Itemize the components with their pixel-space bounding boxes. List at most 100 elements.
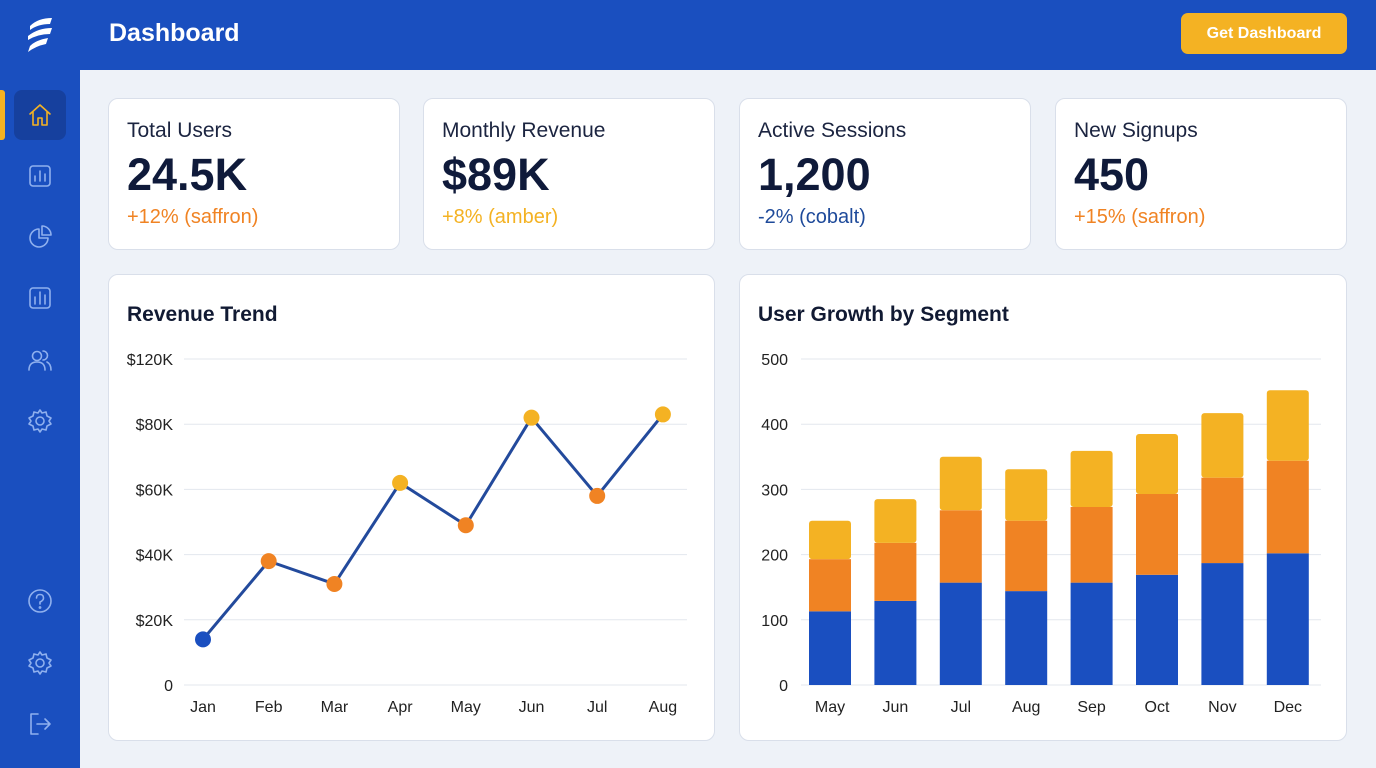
y-tick-label: 500 — [761, 352, 788, 369]
bar-segment — [1005, 520, 1048, 592]
data-point — [195, 631, 211, 648]
bar-segment — [1005, 469, 1048, 521]
sidebar-item-home[interactable] — [14, 90, 66, 140]
logout-icon — [30, 713, 51, 735]
revenue-line-chart: 0 $20K $40K $60K $80K $120K Jan Feb Mar Apr May Jun… — [127, 352, 687, 716]
bar-segment — [1136, 574, 1178, 685]
report-icon — [29, 287, 51, 309]
bar-segment — [1266, 553, 1309, 685]
bar-segment — [874, 600, 917, 685]
x-tick-label: Oct — [1145, 699, 1170, 716]
data-point — [326, 575, 343, 592]
y-tick-label: 0 — [164, 678, 173, 695]
kpi-value: 24.5K — [127, 149, 248, 200]
users-icon — [28, 350, 52, 371]
data-point — [392, 474, 409, 491]
kpi-label: New Signups — [1074, 119, 1198, 142]
kpi-change: -2% (cobalt) — [758, 206, 866, 228]
bar-segment — [939, 456, 982, 511]
kpi-change: +15% (saffron) — [1074, 206, 1206, 228]
x-tick-label: Jun — [883, 699, 909, 716]
x-tick-label: May — [451, 699, 481, 716]
y-tick-label: $80K — [136, 417, 174, 434]
settings-icon — [28, 409, 52, 433]
y-tick-label: 100 — [761, 613, 788, 630]
revenue-line — [201, 413, 665, 641]
data-point — [260, 553, 277, 570]
x-tick-label: Jan — [190, 699, 216, 716]
settings-icon — [28, 651, 52, 675]
data-point — [457, 517, 474, 534]
bar-segment — [1201, 413, 1244, 478]
y-tick-label: $60K — [136, 482, 174, 499]
y-tick-label: 300 — [761, 482, 788, 499]
x-tick-label: Aug — [649, 699, 677, 716]
kpi-change: +8% (amber) — [442, 206, 559, 228]
x-tick-label: Jul — [587, 699, 607, 716]
active-indicator — [0, 90, 5, 140]
bar-segment — [1136, 433, 1178, 494]
pie-chart-icon — [29, 225, 52, 248]
bar-segment — [1070, 582, 1113, 685]
bar-segment — [1005, 591, 1048, 685]
bar-segment — [939, 582, 982, 685]
x-tick-label: Dec — [1274, 699, 1302, 716]
bar-segment — [874, 542, 917, 601]
bar-segment — [1201, 477, 1244, 564]
user-growth-card: User Growth by Segment 0 100 200 300 400 500 M… — [739, 274, 1347, 741]
sidebar-item-pie-chart[interactable] — [14, 212, 66, 262]
sidebar-bottom-help[interactable] — [14, 576, 66, 626]
kpi-card: Active Sessions 1,200 -2% (cobalt) — [739, 98, 1031, 250]
bar-segment — [1070, 507, 1113, 583]
user-growth-bar-chart: 0 100 200 300 400 500 May Jun Jul Aug Sep Oct Nov Dec — [761, 352, 1321, 716]
x-tick-label: Aug — [1012, 699, 1040, 716]
sidebar-bottom-logout[interactable] — [14, 699, 66, 749]
bar-segment — [1136, 493, 1178, 575]
kpi-card: New Signups 450 +15% (saffron) — [1055, 98, 1347, 250]
sidebar-item-users[interactable] — [14, 335, 66, 385]
kpi-label: Monthly Revenue — [442, 119, 606, 142]
sidebar-bottom-settings[interactable] — [14, 638, 66, 688]
bar-segment — [1201, 563, 1244, 685]
bar-chart-icon — [29, 165, 51, 187]
y-tick-label: 0 — [779, 678, 788, 695]
bar-segment — [809, 559, 851, 612]
x-tick-label: Nov — [1208, 699, 1236, 716]
bar-segment — [1266, 460, 1309, 554]
data-point — [523, 409, 540, 426]
page-title: Dashboard — [109, 19, 240, 47]
kpi-card: Monthly Revenue $89K +8% (amber) — [423, 98, 715, 250]
sidebar-item-report[interactable] — [14, 273, 66, 323]
x-tick-label: Feb — [255, 699, 283, 716]
x-tick-label: Jul — [951, 699, 971, 716]
get-dashboard-button[interactable]: Get Dashboard — [1181, 13, 1347, 54]
bar-segment — [939, 510, 982, 583]
x-tick-label: Mar — [321, 699, 349, 716]
y-tick-label: 200 — [761, 548, 788, 565]
kpi-value: 450 — [1074, 149, 1150, 200]
help-icon — [28, 589, 52, 613]
data-point — [654, 406, 671, 423]
y-tick-label: $120K — [127, 352, 174, 369]
data-point — [589, 487, 606, 504]
top-header: Dashboard Get Dashboard — [0, 0, 1376, 70]
kpi-card: Total Users 24.5K +12% (saffron) — [108, 98, 400, 250]
logo-icon — [28, 18, 52, 52]
sidebar-item-bar-chart[interactable] — [14, 151, 66, 201]
kpi-label: Total Users — [127, 119, 233, 142]
bar-segment — [809, 611, 851, 685]
bar-segment — [1266, 390, 1309, 461]
home-icon — [29, 104, 51, 126]
bar-segment — [874, 499, 917, 543]
x-tick-label: Sep — [1077, 699, 1106, 716]
bar-segment — [1070, 450, 1113, 508]
bar-segment — [809, 520, 851, 560]
kpi-value: $89K — [442, 149, 550, 200]
y-tick-label: 400 — [761, 417, 788, 434]
revenue-trend-card: Revenue Trend 0 $20K $40K $60K $80K $120K Jan F… — [108, 274, 715, 741]
sidebar-item-settings[interactable] — [14, 396, 66, 446]
x-tick-label: Jun — [519, 699, 545, 716]
kpi-value: 1,200 — [758, 149, 871, 200]
x-tick-label: May — [815, 699, 845, 716]
x-tick-label: Apr — [388, 699, 414, 716]
